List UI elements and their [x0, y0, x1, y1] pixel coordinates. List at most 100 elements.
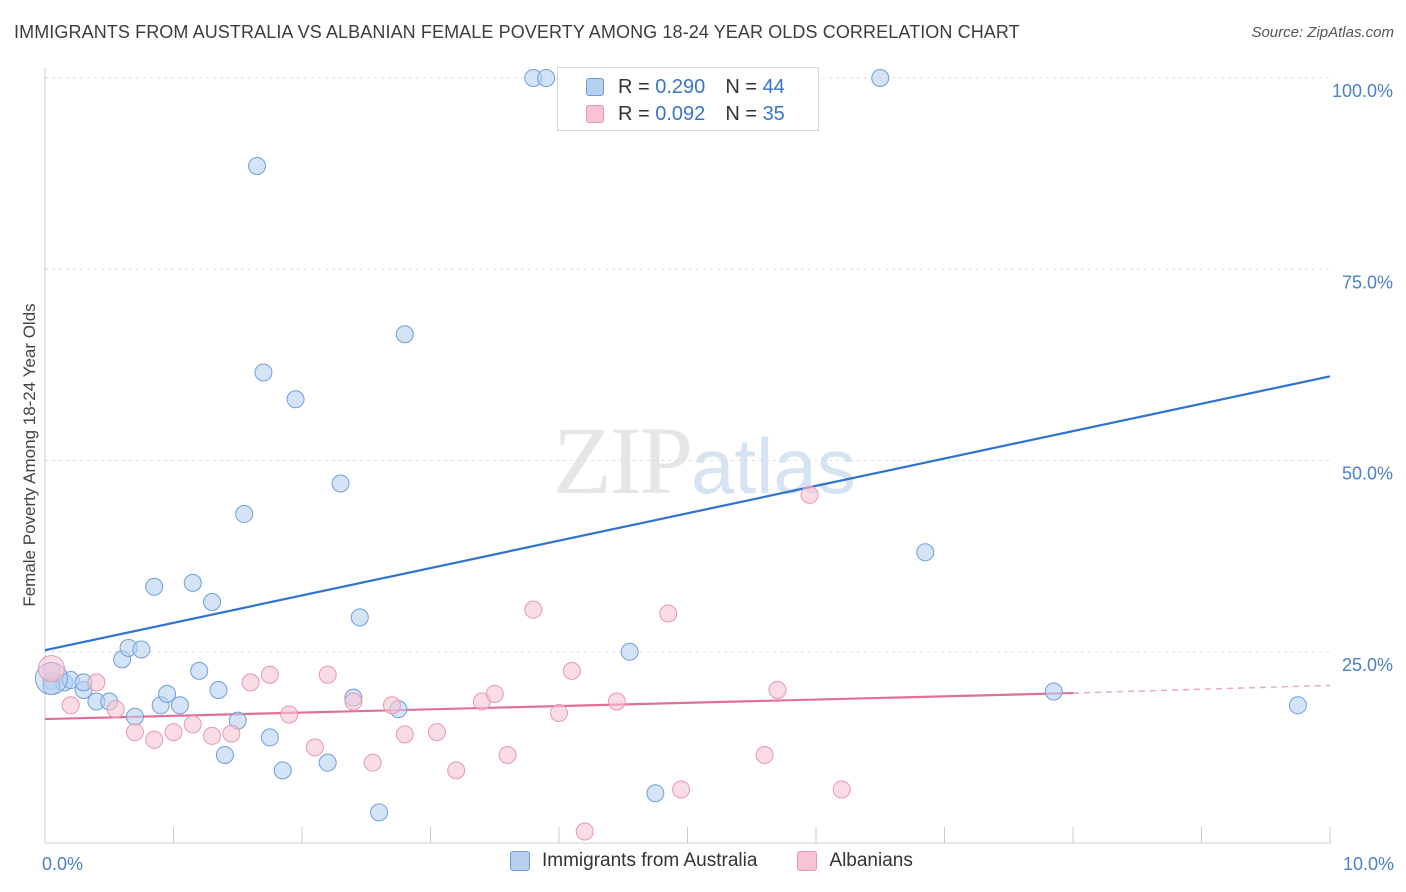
point-albanians [382, 696, 401, 715]
point-albanians [183, 715, 202, 734]
point-albanians [305, 738, 324, 757]
point-australia [273, 761, 292, 780]
legend-r-label: R = [618, 75, 650, 98]
point-albanians [427, 723, 446, 742]
point-australia [395, 325, 414, 344]
point-australia [254, 363, 273, 382]
point-albanians [344, 692, 363, 711]
legend-n-label: N = [725, 75, 757, 98]
trend-line-australia [44, 375, 1331, 652]
point-albanians [87, 673, 106, 692]
point-australia [145, 577, 164, 596]
point-australia [537, 69, 556, 87]
series-legend: Immigrants from Australia Albanians [510, 850, 953, 872]
point-albanians [485, 684, 504, 703]
point-albanians [106, 700, 125, 719]
point-albanians [575, 822, 594, 841]
point-albanians [61, 696, 80, 715]
y-tick-label: 75.0% [1342, 272, 1393, 292]
point-australia [170, 696, 189, 715]
point-australia [248, 156, 267, 175]
point-australia [158, 684, 177, 703]
legend-n-value: 35 [762, 102, 785, 125]
point-albanians [363, 753, 382, 772]
grid-lines [45, 77, 1330, 653]
point-australia [331, 474, 350, 493]
point-albanians [280, 705, 299, 724]
axes [44, 68, 1331, 844]
point-albanians [768, 681, 787, 699]
point-australia [235, 505, 254, 524]
x-tick-label: 10.0% [1343, 854, 1394, 874]
x-tick-label: 0.0% [42, 854, 83, 874]
point-australia [132, 640, 151, 659]
point-australia [125, 707, 144, 726]
point-albanians [395, 725, 414, 744]
point-australia [183, 573, 202, 592]
legend-item-albanians[interactable]: Albanians [797, 850, 913, 872]
point-australia [203, 593, 222, 612]
point-australia [318, 753, 337, 772]
point-albanians [145, 730, 164, 749]
point-albanians [659, 604, 678, 623]
legend-r-value: 0.290 [655, 75, 706, 98]
point-albanians [260, 665, 279, 684]
legend-swatch-pink [586, 105, 604, 123]
legend-swatch-blue [510, 851, 530, 871]
point-australia [209, 681, 228, 699]
legend-r-label: R = [618, 102, 650, 125]
y-tick-label: 50.0% [1342, 464, 1393, 484]
legend-r-value: 0.092 [655, 102, 706, 125]
point-albanians [607, 692, 626, 711]
stats-legend: R = 0.290 N = 44 R = 0.092 N = 35 [557, 67, 819, 131]
watermark: ZIPatlas [553, 405, 856, 516]
point-albanians [241, 673, 260, 692]
point-albanians-cluster [37, 655, 65, 683]
point-australia [350, 608, 369, 627]
legend-n-label: N = [725, 102, 757, 125]
y-axis-title: Female Poverty Among 18-24 Year Olds [20, 303, 39, 606]
point-albanians [447, 761, 466, 780]
point-albanians [562, 661, 581, 680]
point-albanians [832, 780, 851, 799]
legend-item-australia[interactable]: Immigrants from Australia [510, 850, 757, 872]
legend-row-albanians: R = 0.092 N = 35 [586, 101, 785, 127]
point-albanians [755, 746, 774, 765]
point-albanians [550, 703, 568, 722]
legend-swatch-blue [586, 78, 604, 96]
point-australia [916, 543, 935, 562]
point-albanians [800, 485, 819, 504]
point-australia [260, 728, 279, 747]
point-australia [871, 69, 890, 87]
y-tick-label: 100.0% [1332, 81, 1393, 101]
point-albanians [318, 665, 337, 684]
point-albanians [672, 780, 691, 799]
point-australia [215, 746, 234, 765]
point-australia [1044, 682, 1063, 701]
legend-label: Albanians [829, 850, 913, 871]
point-australia [190, 661, 209, 680]
trend-line-albanians-extension [1072, 684, 1331, 694]
data-points [34, 69, 1307, 841]
point-albanians [524, 600, 543, 619]
source-label: Source: ZipAtlas.com [1251, 24, 1394, 41]
point-albanians [498, 746, 517, 765]
point-australia [370, 803, 389, 822]
y-tick-label: 25.0% [1342, 655, 1393, 675]
legend-n-value: 44 [762, 75, 785, 98]
chart-title: IMMIGRANTS FROM AUSTRALIA VS ALBANIAN FE… [14, 22, 1020, 42]
point-australia [620, 642, 639, 661]
legend-swatch-pink [797, 851, 818, 871]
trend-lines [44, 375, 1331, 721]
point-albanians [125, 723, 144, 742]
point-australia [646, 784, 665, 803]
point-albanians [203, 726, 222, 745]
legend-row-australia: R = 0.290 N = 44 [586, 74, 785, 100]
point-albanians [222, 724, 241, 743]
point-albanians [164, 723, 183, 742]
point-australia [1288, 696, 1307, 715]
point-australia [286, 390, 305, 409]
axis-labels: 25.0% 50.0% 75.0% 100.0% 0.0% 10.0% Female Pov… [20, 81, 1394, 874]
legend-label: Immigrants from Australia [542, 850, 758, 871]
